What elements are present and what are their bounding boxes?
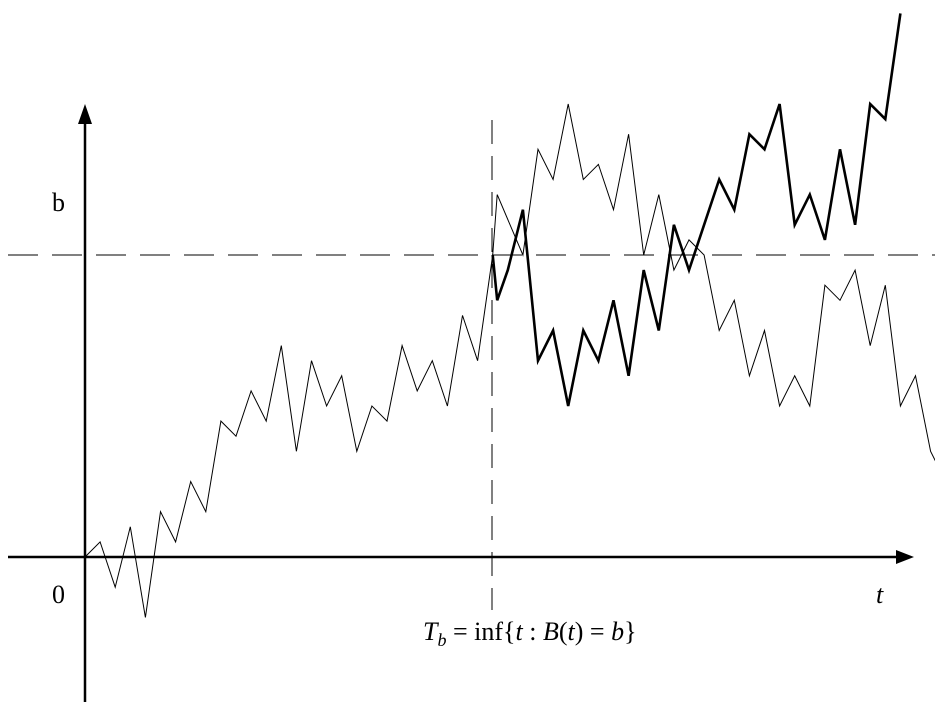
- hitting-time-var-t: t: [516, 617, 524, 646]
- level-b-label: b: [52, 188, 65, 217]
- path-before-hitting-time: [84, 254, 494, 618]
- hitting-time-paren-open: (: [559, 617, 568, 646]
- path-reflected-after-hitting-time: [492, 103, 935, 462]
- hitting-time-paren-close: ) =: [575, 617, 611, 646]
- time-axis-label: t: [876, 580, 884, 609]
- hitting-time-var-b: b: [611, 617, 624, 646]
- hitting-time-inf: = inf{: [446, 617, 515, 646]
- x-axis-arrowhead: [896, 550, 914, 564]
- hitting-time-definition: Tb = inf{t : B(t) = b}: [423, 617, 637, 650]
- hitting-time-subscript: b: [437, 630, 446, 650]
- hitting-time-colon: :: [523, 617, 543, 646]
- hitting-time-T: T: [423, 617, 439, 646]
- hitting-time-brace: }: [624, 617, 636, 646]
- y-axis-arrowhead: [78, 104, 92, 124]
- hitting-time-var-t2: t: [568, 617, 576, 646]
- path-original-after-hitting-time: [491, 13, 902, 407]
- hitting-time-B: B: [543, 617, 559, 646]
- origin-label: 0: [52, 580, 65, 609]
